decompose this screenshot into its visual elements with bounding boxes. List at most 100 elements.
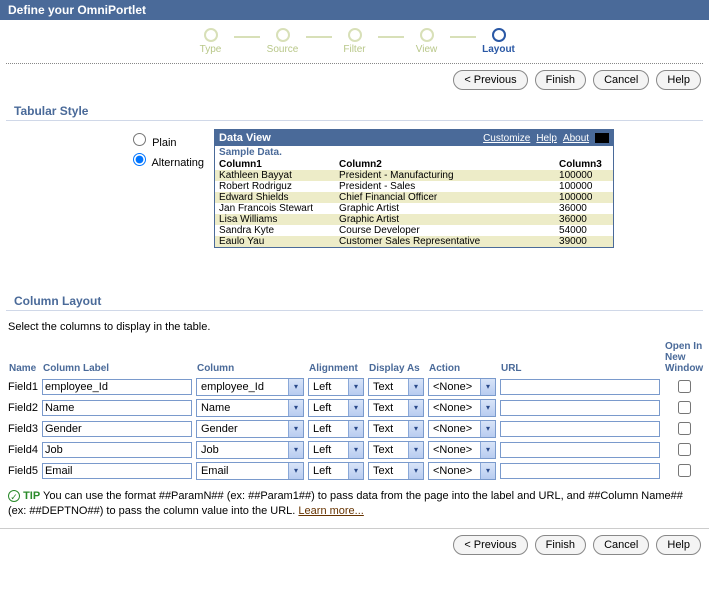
cancel-button-bottom[interactable]: Cancel [593, 535, 649, 555]
dataview-title: Data View [219, 132, 480, 144]
display-as-select[interactable]: Text▾ [368, 462, 424, 480]
display-as-select[interactable]: Text▾ [368, 441, 424, 459]
column-layout-subtext: Select the columns to display in the tab… [0, 319, 709, 335]
open-new-window-checkbox[interactable] [678, 464, 691, 477]
dataview-row: Eaulo YauCustomer Sales Representative39… [215, 236, 613, 247]
help-button[interactable]: Help [656, 70, 701, 90]
th-action: Action [426, 339, 498, 376]
alignment-select[interactable]: Left▾ [308, 378, 364, 396]
chevron-down-icon: ▾ [348, 421, 363, 437]
column-label-input[interactable] [42, 379, 192, 395]
url-input[interactable] [500, 379, 660, 395]
alignment-select[interactable]: Left▾ [308, 420, 364, 438]
dataview-help-link[interactable]: Help [536, 133, 557, 144]
field-name: Field4 [6, 439, 40, 460]
column-select[interactable]: Job▾ [196, 441, 304, 459]
radio-alternating[interactable]: Alternating [128, 150, 204, 169]
help-button-bottom[interactable]: Help [656, 535, 701, 555]
chevron-down-icon: ▾ [408, 400, 423, 416]
chevron-down-icon: ▾ [408, 421, 423, 437]
open-new-window-checkbox[interactable] [678, 443, 691, 456]
divider [6, 63, 703, 64]
alignment-select[interactable]: Left▾ [308, 441, 364, 459]
column-select[interactable]: employee_Id▾ [196, 378, 304, 396]
tabular-style-heading: Tabular Style [6, 102, 703, 121]
wizard-step-view[interactable]: View [404, 28, 450, 55]
th-alignment: Alignment [306, 339, 366, 376]
wizard-step-filter[interactable]: Filter [332, 28, 378, 55]
layout-row: Field4 Job▾Left▾Text▾<None>▾ [6, 439, 706, 460]
display-as-select[interactable]: Text▾ [368, 378, 424, 396]
url-input[interactable] [500, 400, 660, 416]
display-as-select[interactable]: Text▾ [368, 420, 424, 438]
chevron-down-icon: ▾ [408, 463, 423, 479]
chevron-down-icon: ▾ [408, 379, 423, 395]
alignment-select[interactable]: Left▾ [308, 399, 364, 417]
dataview-customize-link[interactable]: Customize [483, 133, 530, 144]
radio-plain[interactable]: Plain [128, 130, 204, 149]
tabular-style-radios: Plain Alternating [128, 129, 204, 170]
column-label-input[interactable] [42, 463, 192, 479]
action-select[interactable]: <None>▾ [428, 462, 496, 480]
chevron-down-icon: ▾ [480, 421, 495, 437]
dataview-row: Lisa WilliamsGraphic Artist36000 [215, 214, 613, 225]
previous-button[interactable]: < Previous [453, 70, 527, 90]
tip-block: ✓ TIP You can use the format ##ParamN## … [8, 489, 701, 520]
open-new-window-checkbox[interactable] [678, 422, 691, 435]
data-view-portlet: Data View Customize Help About Sample Da… [214, 129, 614, 248]
column-select[interactable]: Gender▾ [196, 420, 304, 438]
window-title: Define your OmniPortlet [0, 0, 709, 20]
wizard-step-layout[interactable]: Layout [476, 28, 522, 55]
previous-button-bottom[interactable]: < Previous [453, 535, 527, 555]
display-as-select[interactable]: Text▾ [368, 399, 424, 417]
column-label-input[interactable] [42, 400, 192, 416]
field-name: Field2 [6, 397, 40, 418]
layout-row: Field2 Name▾Left▾Text▾<None>▾ [6, 397, 706, 418]
column-label-input[interactable] [42, 421, 192, 437]
top-nav: < Previous Finish Cancel Help [0, 70, 709, 98]
url-input[interactable] [500, 442, 660, 458]
chevron-down-icon: ▾ [288, 421, 303, 437]
dataview-row: Sandra KyteCourse Developer54000 [215, 225, 613, 236]
action-select[interactable]: <None>▾ [428, 378, 496, 396]
th-url: URL [498, 339, 662, 376]
field-name: Field5 [6, 460, 40, 481]
finish-button[interactable]: Finish [535, 70, 586, 90]
th-column: Column [194, 339, 306, 376]
open-new-window-checkbox[interactable] [678, 401, 691, 414]
dataview-control-icon[interactable] [595, 133, 609, 143]
action-select[interactable]: <None>▾ [428, 420, 496, 438]
chevron-down-icon: ▾ [288, 463, 303, 479]
dataview-row: Jan Francois StewartGraphic Artist36000 [215, 203, 613, 214]
action-select[interactable]: <None>▾ [428, 399, 496, 417]
dataview-about-link[interactable]: About [563, 133, 589, 144]
url-input[interactable] [500, 463, 660, 479]
finish-button-bottom[interactable]: Finish [535, 535, 586, 555]
tip-learn-more-link[interactable]: Learn more... [298, 505, 363, 517]
chevron-down-icon: ▾ [480, 379, 495, 395]
chevron-down-icon: ▾ [288, 442, 303, 458]
layout-row: Field1employee_Id▾Left▾Text▾<None>▾ [6, 376, 706, 397]
column-select[interactable]: Name▾ [196, 399, 304, 417]
dataview-columns: Column1 Column2 Column3 [215, 159, 613, 170]
cancel-button[interactable]: Cancel [593, 70, 649, 90]
column-layout-table: Name Column Label Column Alignment Displ… [6, 339, 706, 481]
chevron-down-icon: ▾ [348, 463, 363, 479]
chevron-down-icon: ▾ [480, 442, 495, 458]
url-input[interactable] [500, 421, 660, 437]
wizard-step-type[interactable]: Type [188, 28, 234, 55]
column-select[interactable]: Email▾ [196, 462, 304, 480]
alignment-select[interactable]: Left▾ [308, 462, 364, 480]
field-name: Field3 [6, 418, 40, 439]
action-select[interactable]: <None>▾ [428, 441, 496, 459]
column-label-input[interactable] [42, 442, 192, 458]
th-name: Name [6, 339, 40, 376]
dataview-row: Robert RodriguzPresident - Sales100000 [215, 181, 613, 192]
chevron-down-icon: ▾ [348, 442, 363, 458]
chevron-down-icon: ▾ [480, 400, 495, 416]
wizard-step-source[interactable]: Source [260, 28, 306, 55]
th-column-label: Column Label [40, 339, 194, 376]
dataview-row: Edward ShieldsChief Financial Officer100… [215, 192, 613, 203]
open-new-window-checkbox[interactable] [678, 380, 691, 393]
chevron-down-icon: ▾ [480, 463, 495, 479]
